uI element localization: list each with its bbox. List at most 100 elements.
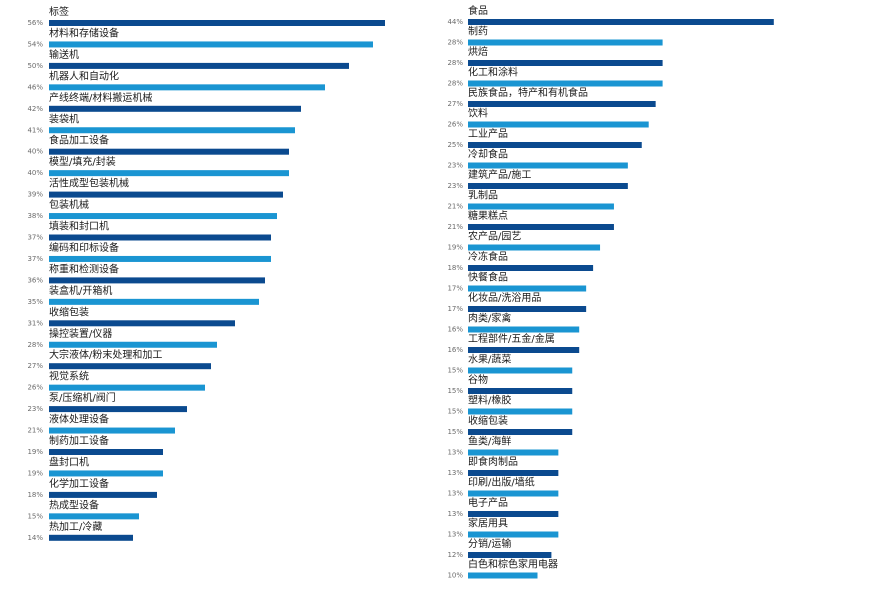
bar — [468, 142, 642, 148]
value-label: 50% — [27, 62, 43, 70]
value-label: 17% — [447, 305, 463, 313]
value-label: 16% — [447, 326, 463, 334]
category-label: 塑料/橡胶 — [468, 394, 511, 407]
category-label: 快餐食品 — [468, 271, 508, 284]
value-label: 37% — [27, 255, 43, 263]
value-label: 21% — [27, 427, 43, 435]
value-label: 27% — [447, 100, 463, 108]
value-label: 56% — [27, 19, 43, 27]
bar — [49, 470, 163, 477]
category-label: 输送机 — [49, 48, 79, 61]
category-label: 化工和涂料 — [468, 66, 518, 79]
value-label: 18% — [27, 491, 43, 499]
category-label: 肉类/家禽 — [468, 312, 511, 325]
bar — [49, 170, 289, 177]
bar — [468, 388, 573, 394]
value-label: 13% — [447, 449, 463, 457]
value-label: 19% — [27, 448, 43, 456]
bar — [49, 62, 349, 69]
value-label: 40% — [27, 169, 43, 177]
bar — [468, 552, 552, 558]
bar — [468, 326, 580, 333]
value-label: 28% — [447, 59, 463, 67]
value-label: 37% — [27, 234, 43, 242]
bar — [468, 183, 628, 189]
value-label: 18% — [447, 264, 463, 272]
category-label: 电子产品 — [468, 496, 508, 509]
value-label: 21% — [447, 203, 463, 211]
bar — [49, 277, 265, 284]
bar — [49, 363, 211, 370]
value-label: 35% — [27, 298, 43, 306]
value-label: 23% — [447, 182, 463, 190]
bar — [468, 265, 594, 271]
category-label: 烘焙 — [468, 45, 488, 58]
category-label: 装盒机/开箱机 — [49, 284, 112, 297]
value-label: 15% — [27, 512, 43, 520]
category-label: 乳制品 — [468, 189, 498, 202]
category-label: 印刷/出版/墙纸 — [468, 476, 535, 489]
bar — [49, 148, 289, 155]
category-label: 产线终端/材料搬运机械 — [49, 91, 152, 104]
bar — [468, 162, 628, 169]
category-label: 家居用具 — [468, 517, 508, 530]
value-label: 15% — [447, 408, 463, 416]
bar — [468, 203, 614, 210]
value-label: 46% — [27, 83, 43, 91]
category-label: 活性成型包装机械 — [49, 177, 129, 190]
bar — [468, 80, 663, 87]
category-label: 糖果糕点 — [468, 209, 508, 222]
value-label: 13% — [447, 469, 463, 477]
bar — [468, 285, 587, 292]
category-label: 工程部件/五金/金属 — [468, 332, 555, 345]
bar — [49, 20, 385, 26]
bar — [468, 449, 559, 456]
bar — [49, 84, 325, 91]
value-label: 17% — [447, 285, 463, 293]
value-label: 10% — [447, 572, 463, 580]
bar — [49, 234, 271, 241]
category-label: 谷物 — [468, 373, 488, 386]
category-label: 农产品/园艺 — [468, 230, 521, 243]
value-label: 40% — [27, 148, 43, 156]
bar — [49, 534, 133, 541]
bar — [49, 491, 157, 498]
category-label: 冷却食品 — [468, 148, 508, 161]
category-label: 热成型设备 — [49, 498, 99, 511]
value-label: 42% — [27, 105, 43, 113]
bar — [468, 367, 573, 374]
category-label: 鱼类/海鲜 — [468, 435, 511, 448]
category-label: 编码和印标设备 — [49, 241, 119, 254]
bar — [49, 449, 163, 455]
bar — [49, 341, 217, 348]
category-label: 建筑产品/施工 — [468, 168, 531, 181]
category-label: 模型/填充/封装 — [49, 155, 116, 168]
category-label: 液体处理设备 — [49, 413, 109, 426]
category-label: 食品加工设备 — [49, 134, 109, 147]
value-label: 31% — [27, 319, 43, 327]
category-label: 填装和封口机 — [49, 220, 109, 233]
value-label: 19% — [27, 469, 43, 477]
value-label: 23% — [27, 405, 43, 413]
value-label: 28% — [27, 341, 43, 349]
value-label: 44% — [447, 18, 463, 26]
value-label: 26% — [27, 384, 43, 392]
bar — [468, 19, 774, 25]
category-label: 饮料 — [468, 107, 488, 120]
value-label: 15% — [447, 387, 463, 395]
category-label: 白色和棕色家用电器 — [468, 558, 558, 571]
value-label: 16% — [447, 346, 463, 354]
bar — [468, 511, 559, 517]
bar — [468, 306, 587, 312]
bar — [468, 347, 580, 353]
category-label: 操控装置/仪器 — [49, 327, 112, 340]
bar — [468, 244, 601, 251]
category-label: 即食肉制品 — [468, 455, 518, 468]
bar — [49, 191, 283, 198]
category-label: 收缩包装 — [49, 305, 89, 318]
bar — [468, 572, 538, 579]
category-label: 材料和存储设备 — [49, 26, 119, 39]
bar-chart-2: 食品 44% 制药 28% 烘焙 28% 化工和涂料 28% 民族食品，特产和有机食品 27% 饮料… — [447, 4, 774, 580]
